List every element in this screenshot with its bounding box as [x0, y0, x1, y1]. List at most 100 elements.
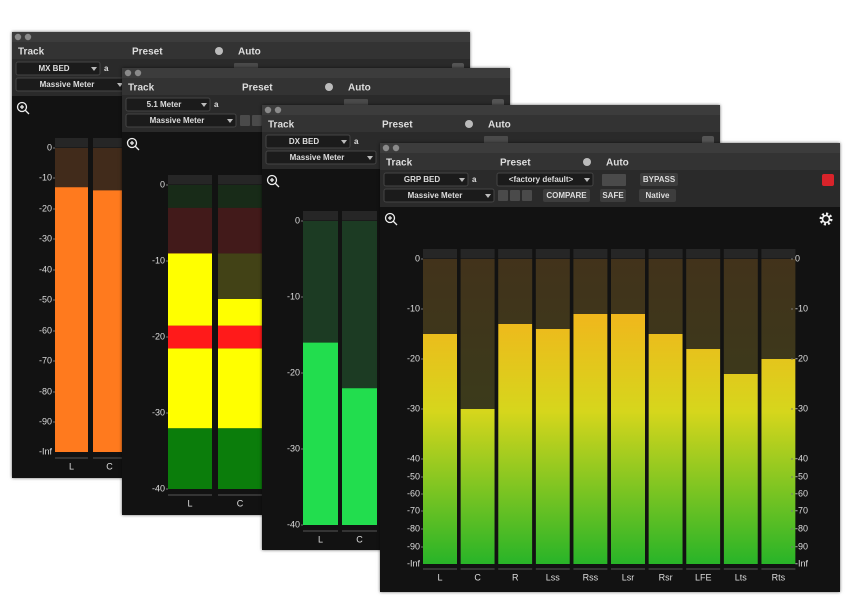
peak-cell: [303, 211, 338, 220]
plugin-select[interactable]: Massive Meter: [265, 150, 377, 165]
window-button[interactable]: [382, 144, 390, 152]
channel-label: C: [237, 498, 244, 508]
plugin-select-box: [265, 150, 377, 165]
channel-label: C: [474, 572, 481, 582]
scale-label: -80: [407, 523, 420, 533]
header-row: [122, 78, 510, 95]
window-button[interactable]: [274, 106, 282, 114]
meter-bar: [342, 388, 377, 525]
meter-zone: [218, 185, 262, 208]
track-label: Track: [268, 120, 295, 131]
plugin-select[interactable]: Massive Meter: [15, 77, 127, 92]
track-sub[interactable]: a: [354, 137, 359, 146]
peak-cell: [761, 249, 796, 258]
plugin-select-arrow: [485, 194, 491, 198]
preset-select[interactable]: <factory default>: [496, 172, 594, 187]
small-button[interactable]: [522, 190, 532, 201]
meter-zone: [218, 348, 262, 429]
small-button[interactable]: [498, 190, 508, 201]
meter-fill: [303, 342, 338, 525]
zoom-ring: [16, 101, 28, 113]
scale-label-right: -90: [795, 541, 808, 551]
meter-fill: [460, 409, 495, 564]
scale-label: -90: [39, 416, 52, 426]
zoom-icon[interactable]: [266, 174, 280, 188]
preset-select-box: [496, 172, 594, 187]
channel-label: L: [437, 572, 442, 582]
scale-label-right: -70: [795, 505, 808, 515]
meter-bar: [423, 334, 457, 564]
meter-bar: [535, 329, 570, 564]
peak-cell: [648, 249, 683, 258]
meter-fill: [648, 334, 683, 564]
preset-menu[interactable]: [465, 120, 473, 128]
preset-select-arrow: [584, 178, 590, 182]
gear: [819, 212, 833, 226]
preset-menu[interactable]: [325, 83, 333, 91]
track-select[interactable]: GRP BED: [383, 172, 469, 187]
meter-fill: [498, 324, 533, 564]
meter-bar: [218, 299, 262, 489]
channel-label: Lts: [735, 572, 748, 582]
small-button[interactable]: [240, 115, 250, 126]
preset-select-text: <factory default>: [509, 175, 574, 184]
window-button[interactable]: [264, 106, 272, 114]
meter-fill: [93, 190, 126, 452]
button[interactable]: SAFE: [600, 189, 626, 202]
plugin-icon[interactable]: [822, 174, 834, 186]
button-label: BYPASS: [643, 175, 676, 184]
window-button[interactable]: [392, 144, 400, 152]
window-button[interactable]: [14, 33, 22, 41]
zoom-icon[interactable]: [384, 212, 398, 226]
track-sub[interactable]: a: [472, 175, 477, 184]
scale-label: -Inf: [39, 446, 53, 456]
plugin-select[interactable]: Massive Meter: [383, 188, 495, 203]
preset-menu[interactable]: [215, 47, 223, 55]
scale-label-right: -60: [795, 488, 808, 498]
zoom-handle: [388, 216, 398, 226]
zoom-icon[interactable]: [16, 101, 30, 115]
meter-zone: [218, 325, 262, 349]
preset-menu[interactable]: [583, 158, 591, 166]
window-button[interactable]: [24, 33, 32, 41]
channel-label: Lss: [546, 572, 561, 582]
channel-label: Rsr: [659, 572, 673, 582]
scale-label: -10: [287, 291, 300, 301]
plugin-select-text: Massive Meter: [40, 80, 95, 89]
track-sub[interactable]: a: [104, 64, 109, 73]
window-button[interactable]: [124, 69, 132, 77]
button-label: SAFE: [602, 191, 624, 200]
channel-label: Lsr: [622, 572, 635, 582]
plugin-select[interactable]: Massive Meter: [125, 113, 237, 128]
track-select-box: [15, 61, 101, 76]
button[interactable]: Native: [639, 189, 676, 202]
track-sub[interactable]: a: [214, 100, 219, 109]
button-box: [543, 189, 590, 202]
window-button[interactable]: [134, 69, 142, 77]
meter-bar: [723, 374, 758, 564]
meter-zone: [168, 207, 212, 254]
button[interactable]: COMPARE: [543, 189, 590, 202]
settings-icon[interactable]: [819, 212, 833, 226]
channel-label: R: [512, 572, 519, 582]
meter-bar: [498, 324, 533, 564]
compare-icon[interactable]: [602, 174, 626, 186]
meter-zone: [168, 428, 212, 489]
zoom-ring: [126, 137, 138, 149]
track-label: Track: [18, 47, 45, 58]
button[interactable]: BYPASS: [640, 173, 678, 186]
scale-label-right: -40: [795, 453, 808, 463]
track-select[interactable]: 5.1 Meter: [125, 97, 211, 112]
small-button[interactable]: [252, 115, 262, 126]
channel-label: C: [356, 534, 363, 544]
auto-label: Auto: [488, 120, 511, 131]
zoom-handle: [130, 141, 140, 151]
meter-fill: [423, 334, 457, 564]
meter-zone: [218, 299, 262, 326]
zoom-icon[interactable]: [126, 137, 140, 151]
meter-fill: [535, 329, 570, 564]
track-select[interactable]: DX BED: [265, 134, 351, 149]
small-button[interactable]: [510, 190, 520, 201]
scale-label: 0: [160, 179, 165, 189]
track-select[interactable]: MX BED: [15, 61, 101, 76]
